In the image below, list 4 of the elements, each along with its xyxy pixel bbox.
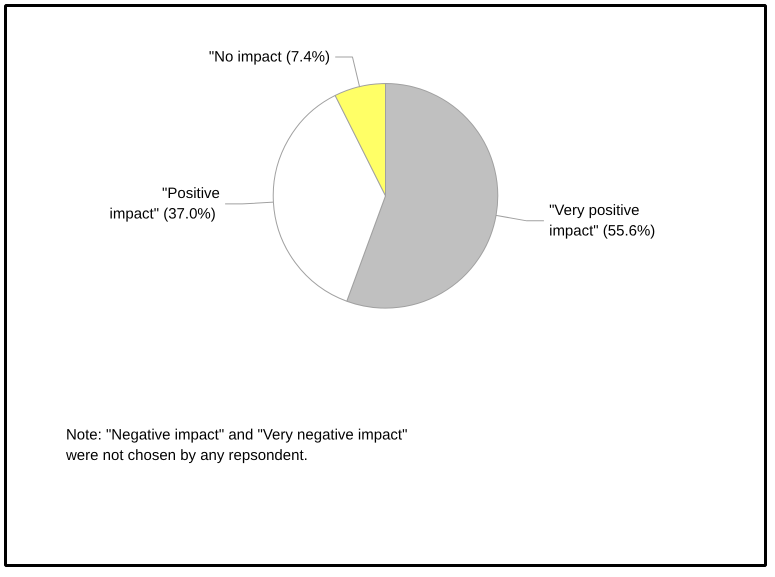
text: Note: "Negative impact" and "Very negative impact" were not chosen by any repsondent. xyxy=(64,426,408,464)
slice-label: "Very positive impact" (55.6%) xyxy=(549,202,656,240)
slice-label: "Positive impact" (37.0%) xyxy=(110,185,220,223)
slice-label: "No impact (7.4%) xyxy=(208,48,330,66)
